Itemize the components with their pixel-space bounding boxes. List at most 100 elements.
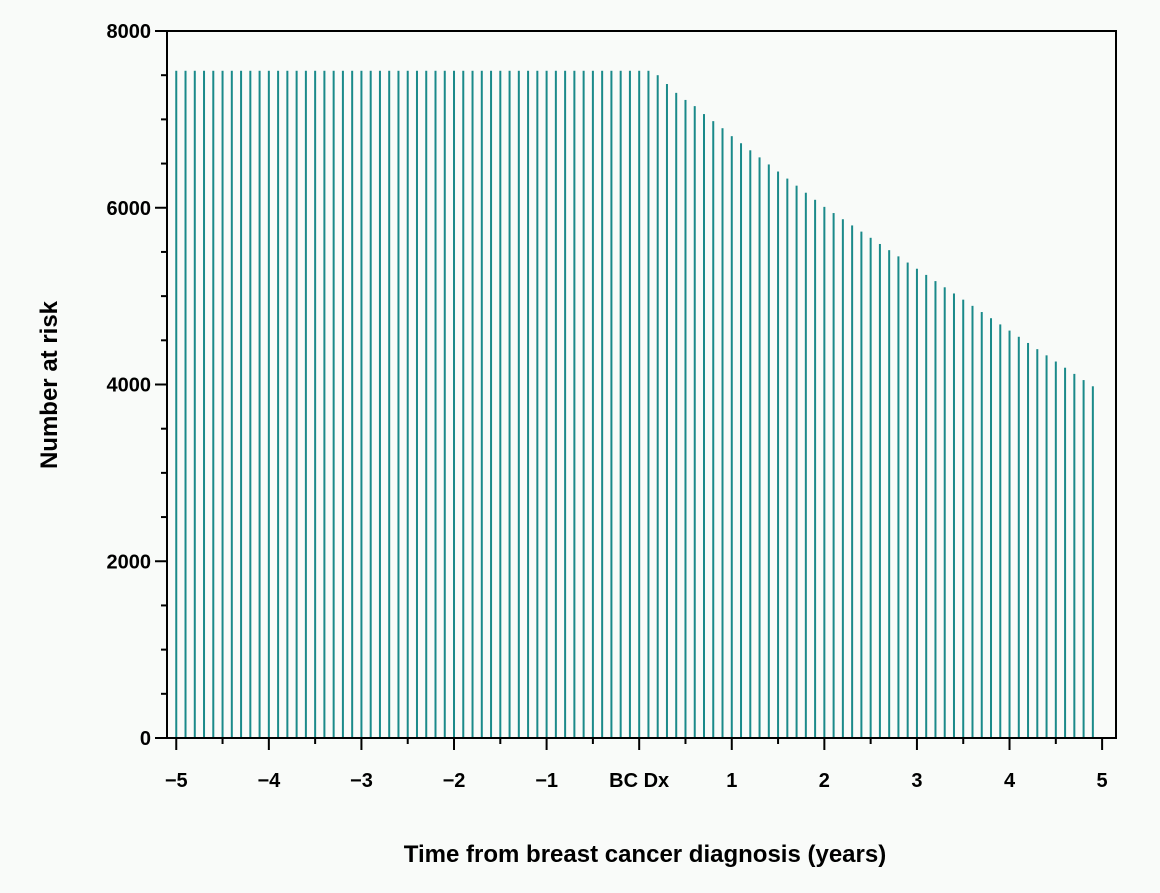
bar [693, 106, 696, 739]
bar [175, 70, 178, 738]
bar [453, 70, 456, 738]
bar [786, 178, 789, 739]
y-tick-label: 6000 [107, 198, 152, 220]
bar [851, 225, 854, 738]
bar [841, 219, 844, 739]
x-tick-label: 2 [819, 770, 830, 792]
bar [915, 268, 918, 738]
bar [906, 262, 909, 738]
bar [952, 293, 955, 738]
bar [295, 70, 298, 738]
bar [341, 70, 344, 738]
bar [888, 250, 891, 739]
bar [480, 70, 483, 738]
bar [1073, 373, 1076, 738]
bar [814, 199, 817, 739]
bar [258, 70, 261, 738]
bar [193, 70, 196, 738]
bar [971, 305, 974, 738]
bar [240, 70, 243, 738]
bar [860, 231, 863, 739]
bar [471, 70, 474, 738]
bar [684, 99, 687, 739]
x-tick-label: −1 [535, 770, 558, 792]
y-tick-label: 4000 [107, 375, 152, 397]
bar [388, 70, 391, 738]
bar [990, 318, 993, 738]
bar [230, 70, 233, 738]
bar [823, 206, 826, 738]
bar [304, 70, 307, 738]
bar [517, 70, 520, 738]
plot-frame [166, 30, 1117, 739]
bar [564, 70, 567, 738]
bar [286, 70, 289, 738]
bar [610, 70, 613, 738]
bar [212, 70, 215, 738]
bar [1054, 361, 1057, 738]
x-tick-label: 4 [1004, 770, 1016, 792]
x-tick-label: −3 [350, 770, 373, 792]
x-tick-label: −5 [165, 770, 188, 792]
bar [434, 70, 437, 738]
bar [628, 70, 631, 738]
bar [360, 70, 363, 738]
bar [582, 70, 585, 738]
x-tick-label: −2 [443, 770, 466, 792]
bar [897, 256, 900, 738]
bar [712, 121, 715, 738]
bar [1091, 386, 1094, 738]
bar [943, 287, 946, 738]
bar [443, 70, 446, 738]
bar [1036, 349, 1039, 738]
bar [351, 70, 354, 738]
y-tick-label: 8000 [107, 21, 152, 43]
bar [1027, 342, 1030, 738]
bar [925, 274, 928, 738]
bar [878, 243, 881, 739]
x-tick-label: BC Dx [609, 770, 669, 792]
y-tick-label: 0 [140, 728, 151, 750]
bar [406, 70, 409, 738]
bar [795, 185, 798, 738]
bar [1082, 380, 1085, 738]
bar [647, 70, 650, 738]
bar [499, 70, 502, 738]
bar [804, 192, 807, 739]
bar [1008, 330, 1011, 738]
bar [415, 70, 418, 738]
bar [999, 324, 1002, 738]
bar [980, 312, 983, 738]
bar [425, 70, 428, 738]
bar [740, 143, 743, 739]
bar [703, 114, 705, 738]
bar [332, 70, 335, 738]
bar [869, 237, 872, 739]
bar [323, 70, 326, 738]
bar [619, 70, 622, 738]
bar [554, 70, 557, 738]
bar [314, 70, 317, 738]
bar [1017, 336, 1020, 738]
bar [665, 84, 668, 738]
bar [221, 70, 224, 738]
bar [203, 70, 206, 738]
bar [277, 70, 280, 738]
x-tick-label: −4 [257, 770, 281, 792]
bar [536, 70, 539, 738]
bar [527, 70, 530, 738]
bar [573, 70, 576, 738]
bar [767, 164, 770, 738]
bar [656, 75, 659, 738]
bar [508, 70, 511, 738]
bar [184, 70, 187, 738]
bar [249, 70, 252, 738]
bar [601, 70, 604, 738]
bar [962, 299, 965, 738]
bar [397, 70, 400, 738]
bar [1045, 355, 1048, 738]
bar [934, 281, 937, 738]
y-tick-label: 2000 [107, 551, 152, 573]
